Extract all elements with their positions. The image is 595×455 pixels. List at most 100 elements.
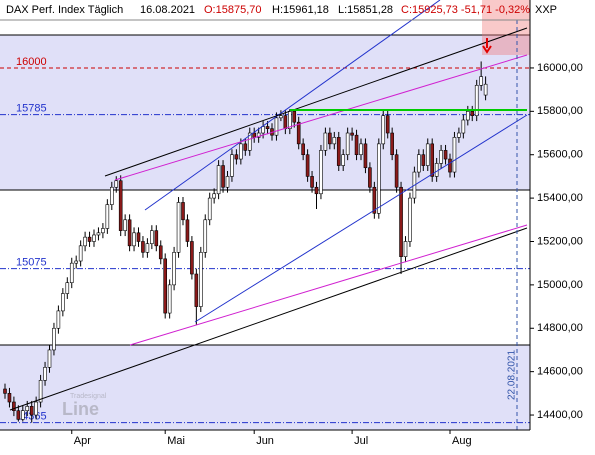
candle-body bbox=[52, 327, 56, 351]
candle-body bbox=[390, 132, 394, 156]
candle-body bbox=[279, 115, 283, 119]
candle-body bbox=[105, 204, 110, 229]
candle-body bbox=[283, 115, 288, 129]
candle-body bbox=[341, 154, 346, 166]
candle-body bbox=[376, 143, 381, 214]
title: DAX Perf. Index Täglich bbox=[6, 4, 123, 16]
candle-body bbox=[158, 245, 163, 260]
candle-body bbox=[7, 393, 12, 403]
candle-body bbox=[230, 154, 234, 177]
candle-body bbox=[465, 111, 470, 121]
candle-body bbox=[287, 111, 292, 129]
candle-body bbox=[310, 176, 314, 188]
candle-body bbox=[394, 154, 399, 188]
candle-body bbox=[336, 137, 341, 166]
candle-body bbox=[363, 143, 368, 169]
watermark: Line bbox=[62, 399, 99, 419]
trend-line bbox=[194, 114, 528, 323]
level-label: 15075 bbox=[16, 257, 47, 269]
candle-body bbox=[203, 219, 208, 253]
candle-body bbox=[452, 137, 457, 173]
candle-body bbox=[368, 167, 372, 188]
date: 16.08.2021 bbox=[140, 4, 195, 16]
candle-body bbox=[328, 132, 332, 145]
candle-body bbox=[292, 111, 297, 123]
candle-body bbox=[483, 83, 488, 96]
candle-body bbox=[167, 284, 172, 314]
y-tick-label: 14800,00 bbox=[537, 322, 583, 334]
candle-body bbox=[470, 111, 475, 116]
candle-body bbox=[207, 197, 212, 221]
candle-body bbox=[239, 143, 243, 160]
candle-body bbox=[154, 230, 159, 247]
candle-body bbox=[190, 241, 194, 275]
candle-body bbox=[163, 258, 167, 314]
candle-body bbox=[399, 186, 403, 257]
candle-body bbox=[172, 252, 176, 286]
future-date: 22.08.2021 bbox=[507, 350, 518, 400]
candle-body bbox=[403, 241, 408, 257]
y-tick-label: 15000,00 bbox=[537, 279, 583, 291]
x-tick-label: Jul bbox=[354, 435, 368, 447]
y-tick-label: 14400,00 bbox=[537, 409, 583, 421]
candle-body bbox=[314, 186, 319, 195]
candle-body bbox=[176, 202, 181, 253]
candle-body bbox=[381, 115, 386, 145]
candle-body bbox=[199, 252, 203, 307]
candle-body bbox=[181, 202, 185, 221]
zone bbox=[0, 345, 530, 430]
candle-body bbox=[145, 243, 150, 253]
candle-body bbox=[221, 165, 225, 188]
candle-body bbox=[123, 219, 127, 231]
candle-body bbox=[78, 245, 83, 262]
candle-body bbox=[101, 228, 105, 234]
trend-line bbox=[9, 227, 528, 411]
candle-body bbox=[132, 232, 136, 247]
candle-body bbox=[354, 134, 359, 156]
y-tick-label: 15800,00 bbox=[537, 105, 583, 117]
candle-body bbox=[92, 234, 96, 242]
candle-body bbox=[56, 310, 61, 329]
candle-body bbox=[225, 176, 230, 188]
candle-body bbox=[247, 132, 252, 151]
signal-arrow bbox=[482, 38, 492, 54]
candle-body bbox=[443, 150, 448, 160]
candle-body bbox=[274, 117, 279, 136]
trend-line bbox=[104, 27, 528, 177]
candle-body bbox=[252, 132, 256, 138]
candle-body bbox=[265, 126, 270, 129]
candle-body bbox=[216, 165, 221, 195]
candle-body bbox=[385, 115, 390, 134]
candle-body bbox=[234, 154, 239, 160]
candle-body bbox=[87, 236, 92, 242]
quote-close: C:15925,73 -51,71 -0,32% bbox=[401, 4, 530, 16]
candle-body bbox=[141, 241, 145, 253]
candle-body bbox=[194, 273, 199, 307]
quote-low: L:15851,28 bbox=[338, 4, 393, 16]
candle-body bbox=[457, 132, 461, 138]
level-label: 15785 bbox=[16, 102, 47, 114]
trend-line bbox=[129, 224, 528, 346]
y-tick-label: 15600,00 bbox=[537, 149, 583, 161]
candle-body bbox=[20, 410, 25, 420]
level-label: 16000 bbox=[16, 56, 47, 68]
y-tick-label: 14600,00 bbox=[537, 366, 583, 378]
candle-body bbox=[345, 132, 350, 156]
candle-body bbox=[243, 143, 248, 151]
trend-lines bbox=[9, 0, 528, 411]
candle-body bbox=[319, 150, 323, 195]
candle-body bbox=[301, 143, 305, 156]
trend-line bbox=[144, 0, 441, 211]
y-tick-label: 15200,00 bbox=[537, 235, 583, 247]
candle-body bbox=[408, 197, 412, 242]
candle-body bbox=[350, 132, 354, 136]
x-tick-label: Aug bbox=[452, 435, 472, 447]
y-tick-label: 16000,00 bbox=[537, 62, 583, 74]
candle-body bbox=[74, 260, 78, 264]
candle-body bbox=[96, 232, 101, 236]
trend-line bbox=[114, 54, 528, 181]
candle-body bbox=[25, 406, 30, 411]
candle-body bbox=[38, 380, 43, 403]
candle-body bbox=[127, 219, 132, 247]
